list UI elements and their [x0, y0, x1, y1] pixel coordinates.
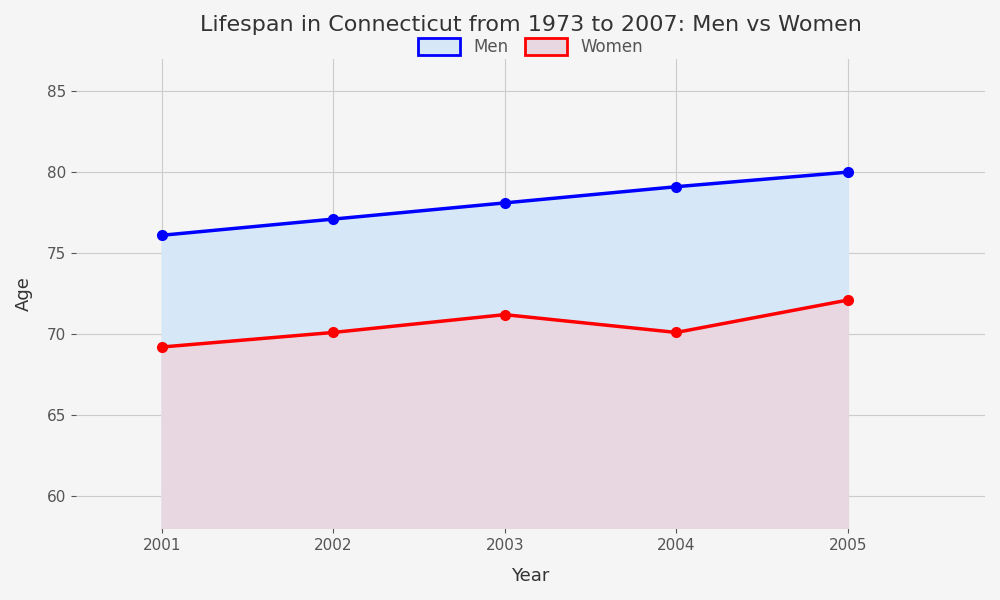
Legend: Men, Women: Men, Women — [410, 29, 651, 64]
X-axis label: Year: Year — [511, 567, 550, 585]
Men — [499, 199, 511, 206]
Women — [156, 343, 168, 350]
Title: Lifespan in Connecticut from 1973 to 2007: Men vs Women: Lifespan in Connecticut from 1973 to 200… — [200, 15, 861, 35]
Women — [670, 329, 682, 336]
Men — [327, 215, 339, 223]
Line: Men: Men — [157, 167, 853, 240]
Line: Women: Women — [157, 295, 853, 352]
Men — [842, 169, 854, 176]
Women — [842, 296, 854, 304]
Women — [499, 311, 511, 318]
Y-axis label: Age: Age — [15, 276, 33, 311]
Men — [670, 183, 682, 190]
Men — [156, 232, 168, 239]
Women — [327, 329, 339, 336]
